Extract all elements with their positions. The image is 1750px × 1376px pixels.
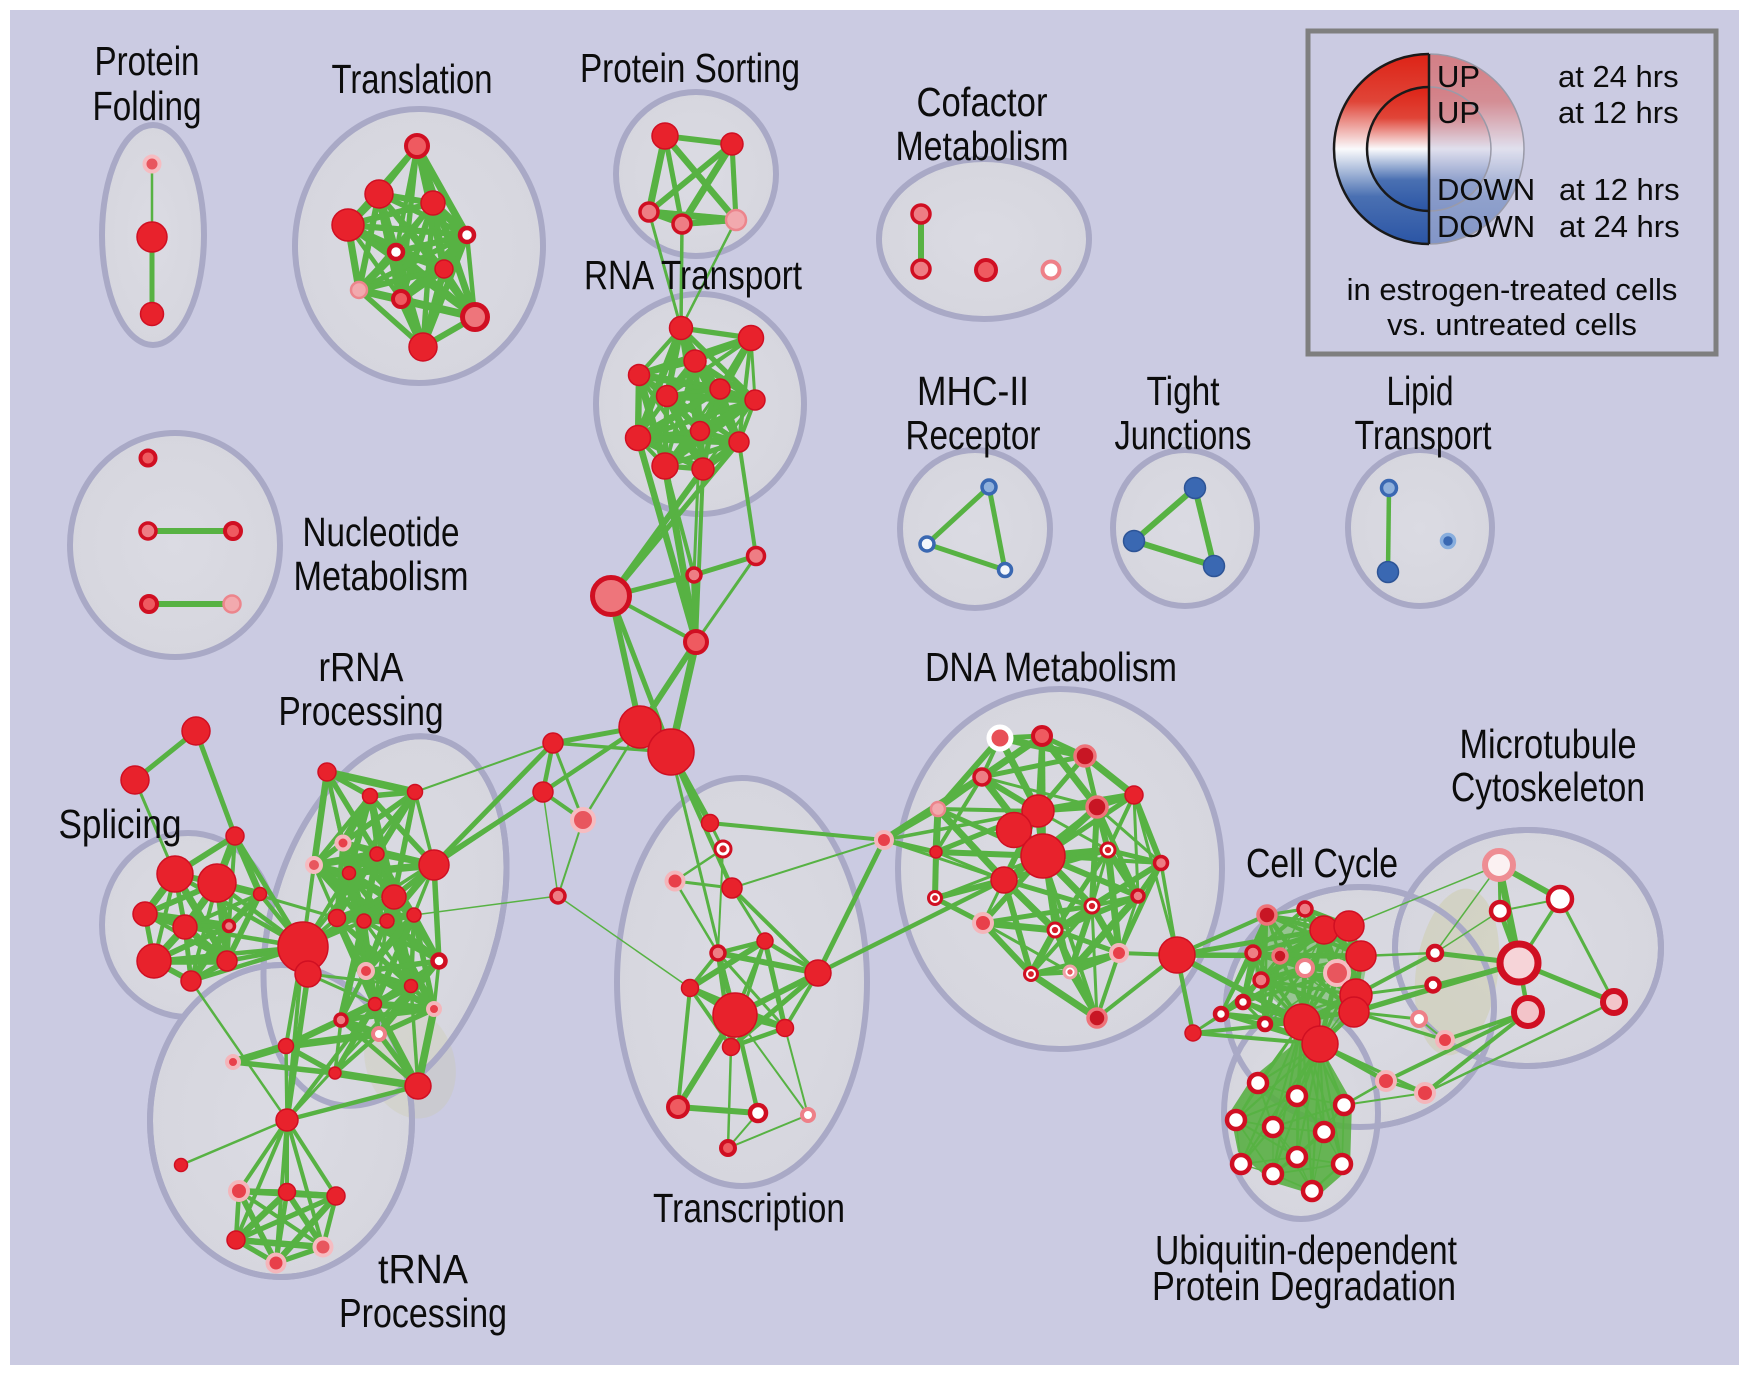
svg-text:Tight: Tight: [1147, 368, 1220, 414]
svg-text:Junctions: Junctions: [1115, 412, 1252, 458]
svg-text:Protein Degradation: Protein Degradation: [1152, 1263, 1456, 1309]
svg-text:Protein: Protein: [95, 38, 200, 84]
svg-text:Protein Sorting: Protein Sorting: [580, 45, 800, 91]
svg-text:rRNA: rRNA: [319, 644, 405, 690]
svg-text:RNA Transport: RNA Transport: [584, 252, 802, 298]
svg-text:Lipid: Lipid: [1387, 368, 1454, 414]
svg-text:at 12 hrs: at 12 hrs: [1559, 172, 1680, 207]
svg-text:Receptor: Receptor: [906, 412, 1041, 458]
svg-text:Processing: Processing: [279, 688, 444, 734]
svg-text:Metabolism: Metabolism: [294, 553, 469, 599]
svg-text:at 24 hrs: at 24 hrs: [1559, 209, 1680, 244]
svg-text:Folding: Folding: [93, 83, 202, 129]
svg-text:Cofactor: Cofactor: [917, 79, 1048, 125]
svg-text:Translation: Translation: [332, 56, 493, 102]
svg-text:Ubiquitin-dependent: Ubiquitin-dependent: [1155, 1227, 1457, 1273]
svg-text:DOWN: DOWN: [1437, 209, 1535, 244]
svg-text:UP: UP: [1437, 95, 1480, 130]
svg-text:tRNA: tRNA: [378, 1246, 469, 1292]
svg-text:in estrogen-treated cells: in estrogen-treated cells: [1347, 272, 1678, 307]
svg-text:at 24 hrs: at 24 hrs: [1558, 59, 1679, 94]
svg-text:Cell Cycle: Cell Cycle: [1246, 840, 1398, 886]
svg-text:Nucleotide: Nucleotide: [303, 509, 460, 555]
svg-text:Microtubule: Microtubule: [1460, 721, 1637, 767]
svg-text:MHC-II: MHC-II: [917, 368, 1029, 414]
svg-text:Transcription: Transcription: [653, 1185, 845, 1231]
svg-text:Processing: Processing: [339, 1290, 507, 1336]
svg-text:Transport: Transport: [1355, 412, 1492, 458]
svg-text:Splicing: Splicing: [59, 801, 182, 847]
svg-text:DOWN: DOWN: [1437, 172, 1535, 207]
svg-text:vs. untreated cells: vs. untreated cells: [1387, 307, 1637, 342]
svg-text:DNA Metabolism: DNA Metabolism: [925, 644, 1177, 690]
svg-text:at 12 hrs: at 12 hrs: [1558, 95, 1679, 130]
svg-text:Cytoskeleton: Cytoskeleton: [1451, 764, 1645, 810]
svg-text:Metabolism: Metabolism: [896, 123, 1069, 169]
svg-text:UP: UP: [1437, 59, 1480, 94]
